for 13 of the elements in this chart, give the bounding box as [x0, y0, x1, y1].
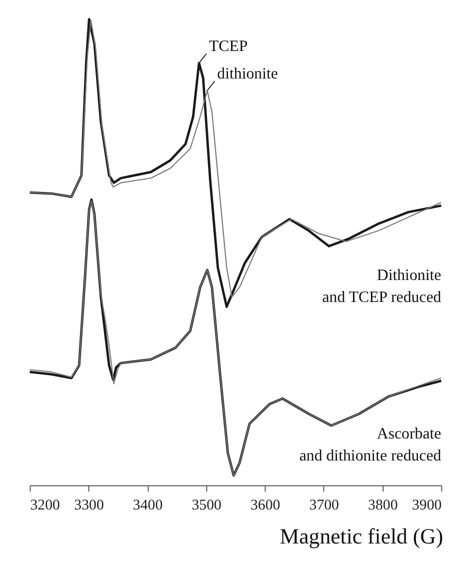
- annotation: dithionite: [217, 66, 278, 83]
- x-tick-label: 3700: [309, 497, 339, 514]
- x-axis-title: Magnetic field (G): [280, 524, 444, 549]
- x-tick-label: 3500: [192, 497, 222, 514]
- annotation: Dithionite and TCEP reduced: [322, 266, 442, 306]
- annotation: Ascorbate and dithionite reduced: [299, 426, 442, 464]
- x-tick-label: 3200: [30, 497, 60, 514]
- annotation: TCEP: [208, 38, 248, 56]
- x-tick-label: 3800: [368, 497, 398, 514]
- x-tick-label: 3900: [412, 497, 442, 514]
- x-tick-label: 3400: [132, 497, 163, 514]
- x-tick-label: 3600: [250, 497, 280, 514]
- x-tick-label: 3300: [74, 497, 104, 514]
